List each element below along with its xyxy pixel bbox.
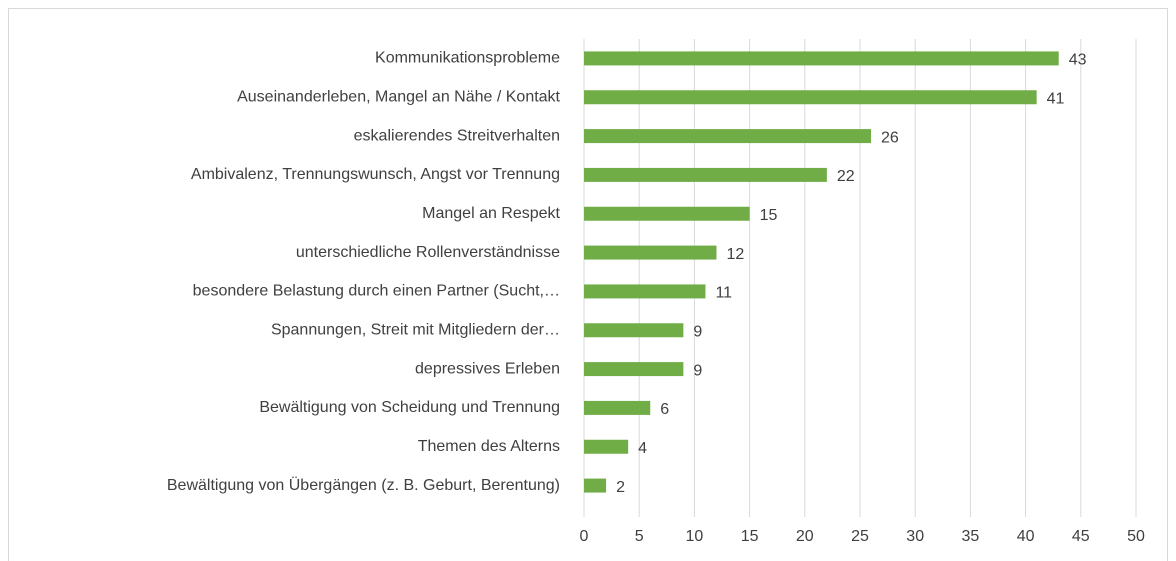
y-tick-label: Ambivalenz, Trennungswunsch, Angst vor T… [191,166,560,183]
chart-frame [8,8,1168,561]
bar [584,284,706,299]
bar [584,323,684,338]
bar [584,51,1059,66]
x-tick-label: 10 [686,528,704,545]
value-label: 22 [837,168,855,185]
x-tick-label: 40 [1017,528,1035,545]
y-tick-label: besondere Belastung durch einen Partner … [193,283,560,300]
bar [584,129,872,144]
x-tick-label: 35 [962,528,980,545]
x-tick-label: 15 [741,528,759,545]
y-tick-label: Auseinanderleben, Mangel an Nähe / Konta… [237,88,560,105]
y-tick-label: Mangel an Respekt [422,205,560,222]
y-tick-label: depressives Erleben [415,360,560,377]
y-tick-label: Kommunikationsprobleme [375,50,560,67]
y-tick-label: Themen des Alterns [418,438,560,455]
x-tick-label: 45 [1072,528,1090,545]
x-tick-label: 20 [796,528,814,545]
bar [584,206,750,221]
y-tick-label: eskalierendes Streitverhalten [354,127,560,144]
value-label: 41 [1047,90,1065,107]
bar [584,90,1037,105]
value-label: 26 [881,129,899,146]
value-label: 43 [1069,52,1087,69]
x-tick-label: 30 [906,528,924,545]
bar [584,362,684,377]
bar [584,478,607,493]
x-tick-label: 0 [580,528,589,545]
bar [584,167,827,182]
value-label: 9 [693,362,702,379]
bar [584,245,717,260]
x-tick-label: 50 [1127,528,1145,545]
value-label: 11 [715,285,732,302]
value-label: 9 [693,323,702,340]
bar [584,439,629,454]
y-tick-label: Spannungen, Streit mit Mitgliedern der… [271,321,560,338]
x-tick-label: 25 [851,528,869,545]
y-tick-label: Bewältigung von Übergängen (z. B. Geburt… [167,476,560,494]
bar [584,400,651,415]
value-label: 12 [726,246,744,263]
value-label: 15 [760,207,778,224]
y-tick-label: Bewältigung von Scheidung und Trennung [259,399,560,416]
value-label: 6 [660,401,669,418]
value-label: 4 [638,440,647,457]
x-tick-label: 5 [635,528,644,545]
y-tick-label: unterschiedliche Rollenverständnisse [296,244,560,261]
value-label: 2 [616,479,625,496]
